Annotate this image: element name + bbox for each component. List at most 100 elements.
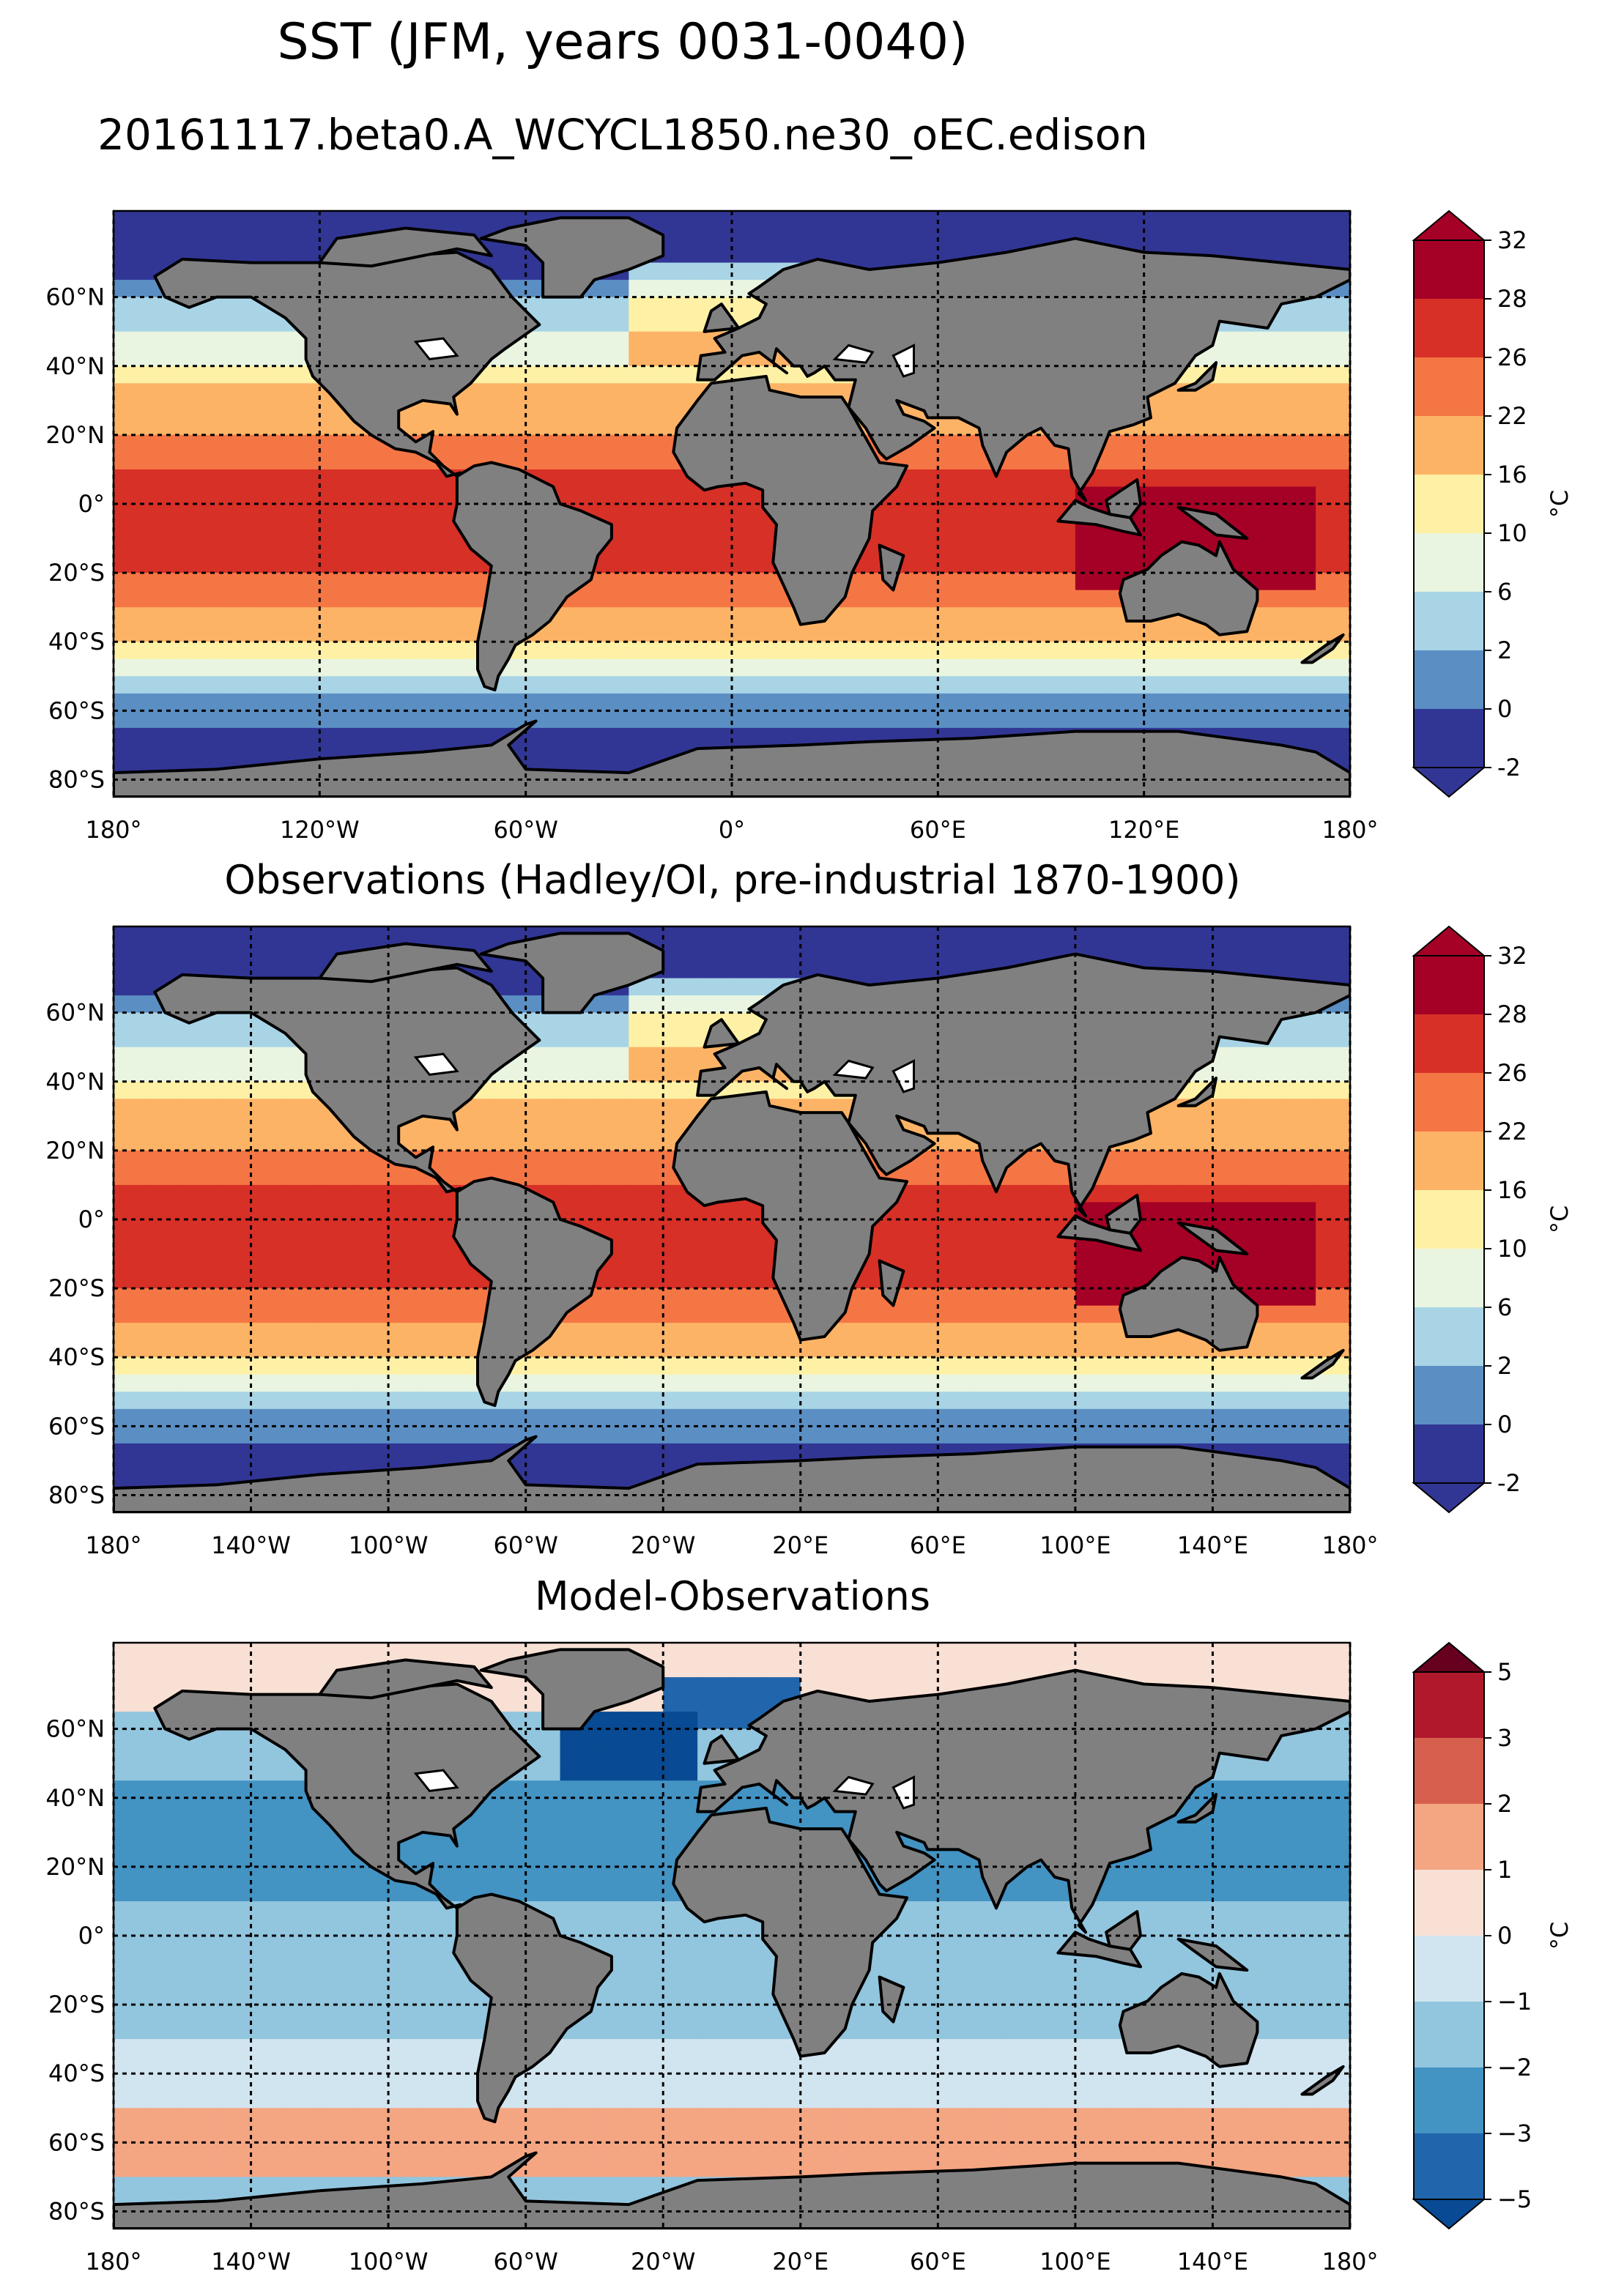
continent xyxy=(703,1734,741,1765)
x-tick-label: 180° xyxy=(1322,2248,1378,2275)
x-tick-label: 20°W xyxy=(631,2248,695,2275)
x-tick-label: 120°E xyxy=(1108,816,1179,844)
colorbar-tick-label: 16 xyxy=(1497,461,1527,488)
y-tick-label: 40°S xyxy=(48,628,105,655)
x-tick-label: 60°E xyxy=(910,1531,966,1559)
map-frame xyxy=(112,1641,1352,2230)
x-tick-label: 100°W xyxy=(349,2248,429,2275)
colorbar-tick-label: −1 xyxy=(1497,1988,1532,2015)
continent xyxy=(672,1090,909,1342)
colorbar-tick-label: 28 xyxy=(1497,1000,1527,1028)
x-tick-label: 60°W xyxy=(493,816,557,844)
figure-title: SST (JFM, years 0031-0040) xyxy=(277,13,968,71)
colorbar-extend-max xyxy=(1412,1641,1486,1673)
continent xyxy=(703,1018,741,1049)
colorbar-segment xyxy=(1414,2133,1484,2200)
y-tick-label: 80°S xyxy=(48,1481,105,1509)
continent xyxy=(878,1259,905,1307)
y-tick-label: 20°N xyxy=(45,1853,105,1881)
colorbar-tick-label: 16 xyxy=(1497,1176,1527,1204)
colorbar-segment xyxy=(1414,1073,1484,1132)
colorbar-segment xyxy=(1414,1190,1484,1249)
lake xyxy=(832,343,875,364)
colorbar-tick-label: 22 xyxy=(1497,1118,1527,1145)
colorbar-tick-label: 26 xyxy=(1497,1059,1527,1087)
continent xyxy=(1176,1793,1218,1824)
continent xyxy=(1176,361,1218,392)
colorbar-extend-max xyxy=(1412,925,1486,956)
colorbar-tick-label: 32 xyxy=(1497,226,1527,254)
colorbar-segment xyxy=(1414,1307,1484,1367)
colorbar-segment xyxy=(1414,1672,1484,1739)
continent xyxy=(318,942,493,984)
map-panel-3: 180° 140°W 100°W 60°W 20°W 20°E 60°E 100°E 140°E… xyxy=(45,1641,1574,2275)
continent xyxy=(452,461,613,692)
lake xyxy=(413,337,459,360)
colorbar-tick-label: 0 xyxy=(1497,1922,1512,1950)
lake xyxy=(413,1769,459,1792)
colorbar-segment xyxy=(1414,956,1484,1015)
colorbar-tick-label: 26 xyxy=(1497,343,1527,371)
colorbar-segment xyxy=(1414,240,1484,300)
colorbar-tick-label: 10 xyxy=(1497,1235,1527,1263)
colorbar-tick-label: 5 xyxy=(1497,1658,1512,1686)
colorbar-segment xyxy=(1414,1870,1484,1936)
continent xyxy=(153,1682,541,1910)
continent xyxy=(696,237,1350,502)
colorbar-label: °C xyxy=(1546,490,1574,518)
continent xyxy=(318,226,493,268)
continent xyxy=(703,302,741,333)
y-tick-label: 20°N xyxy=(45,421,105,449)
y-tick-label: 40°S xyxy=(48,1343,105,1371)
colorbar-segment xyxy=(1414,2067,1484,2134)
continent xyxy=(1118,540,1259,636)
colorbar-tick-label: 32 xyxy=(1497,942,1527,970)
colorbar: 5 3 2 1 0 −1 −2 −3 −5 °C xyxy=(1412,1641,1574,2230)
continent xyxy=(1176,1077,1218,1107)
colorbar-tick-label: 3 xyxy=(1497,1724,1512,1752)
colorbar: 32 28 26 22 16 10 6 2 0 -2 °C xyxy=(1412,925,1574,1514)
continent xyxy=(452,1892,613,2124)
x-tick-label: 180° xyxy=(85,816,141,844)
lake xyxy=(892,1059,915,1093)
continent xyxy=(1118,1972,1259,2068)
colorbar-tick-label: 1 xyxy=(1497,1856,1512,1884)
colorbar-tick-label: 22 xyxy=(1497,402,1527,430)
colorbar-tick-label: 0 xyxy=(1497,695,1512,723)
colorbar-segment xyxy=(1414,1366,1484,1425)
x-tick-label: 120°W xyxy=(280,816,360,844)
colorbar-segment xyxy=(1414,592,1484,651)
continent xyxy=(1105,1910,1142,1951)
colorbar-frame xyxy=(1413,239,1485,768)
colorbar-tick-label: -2 xyxy=(1497,1469,1521,1497)
x-tick-label: 100°W xyxy=(349,1531,429,1559)
map-panel-1: 180° 120°W 60°W 0° 60°E 120°E 180° 60°N 40°N 20°N… xyxy=(45,209,1574,844)
y-tick-label: 80°S xyxy=(48,765,105,793)
lake xyxy=(413,1052,459,1076)
colorbar-segment xyxy=(1414,709,1484,768)
colorbar-segment xyxy=(1414,357,1484,417)
colorbar-segment xyxy=(1414,416,1484,475)
panel-title: Model-Observations xyxy=(535,1573,930,1619)
figure-subtitle: 20161117.beta0.A_WCYCL1850.ne30_oEC.edis… xyxy=(97,110,1148,160)
colorbar-extend-min xyxy=(1412,1482,1486,1514)
land-mask xyxy=(114,1648,1350,2229)
colorbar-segment xyxy=(1414,1014,1484,1074)
colorbar-tick-label: 6 xyxy=(1497,1293,1512,1321)
x-tick-label: 100°E xyxy=(1039,2248,1111,2275)
continent xyxy=(878,543,905,592)
continent xyxy=(696,952,1350,1218)
colorbar-tick-label: -2 xyxy=(1497,754,1521,781)
y-tick-label: 0° xyxy=(78,490,105,518)
x-tick-label: 180° xyxy=(1322,816,1378,844)
continent xyxy=(153,250,541,478)
lake xyxy=(832,1775,875,1796)
y-tick-label: 20°S xyxy=(48,1991,105,2018)
map-panel-2: 180° 140°W 100°W 60°W 20°W 20°E 60°E 100°E 140°E… xyxy=(45,925,1574,1559)
colorbar-frame xyxy=(1413,955,1485,1484)
colorbar-segment xyxy=(1414,650,1484,710)
colorbar-label: °C xyxy=(1546,1922,1574,1950)
y-tick-label: 60°S xyxy=(48,2128,105,2156)
lake xyxy=(892,343,915,378)
land-mask xyxy=(114,932,1350,1512)
